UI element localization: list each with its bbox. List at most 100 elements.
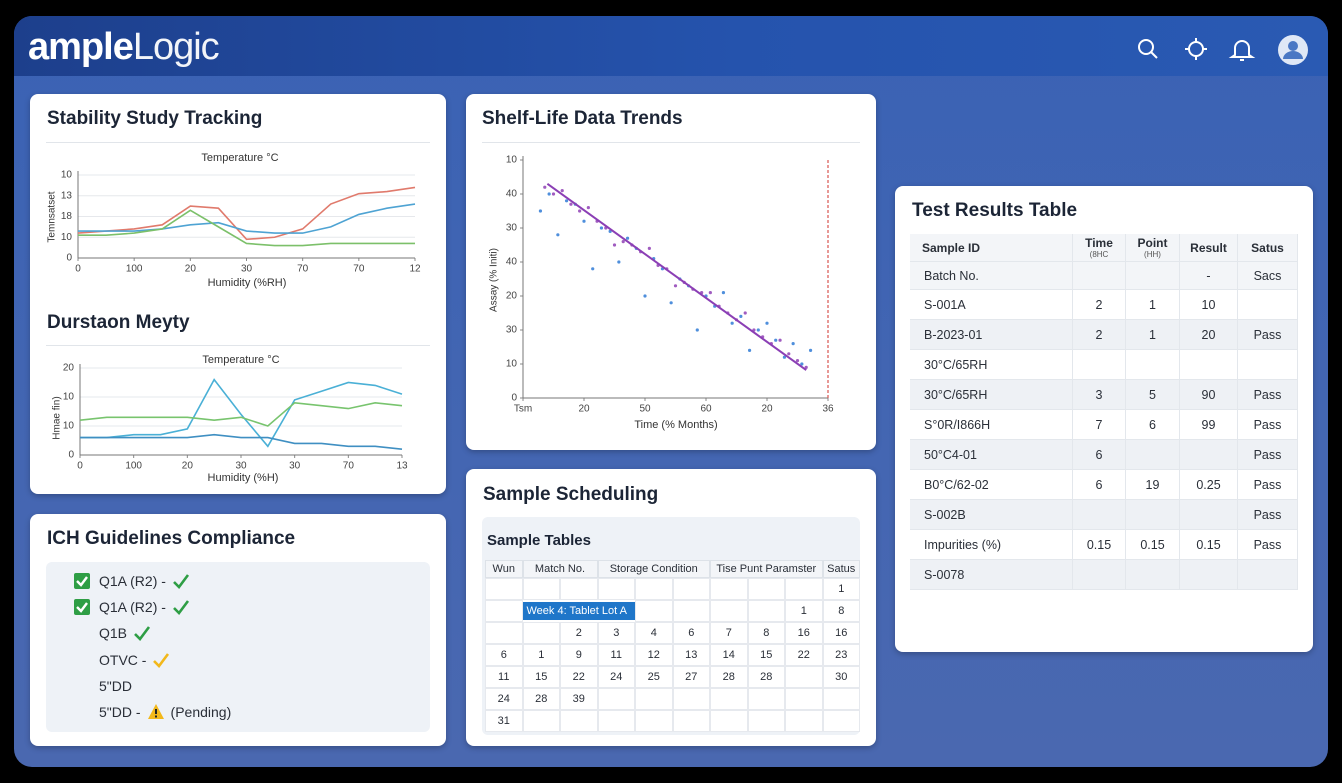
calendar-cell [785, 578, 823, 600]
table-cell: Sacs [1238, 262, 1298, 290]
table-cell: - [1180, 262, 1238, 290]
table-cell: Pass [1238, 320, 1298, 350]
column-header: Wun [485, 560, 523, 578]
calendar-cell: 4 [635, 622, 673, 644]
table-cell: S-0078 [910, 560, 1073, 590]
calendar-cell [710, 688, 748, 710]
calendar-cell [522, 578, 560, 600]
calendar-cell [710, 578, 748, 600]
table-cell [1180, 560, 1238, 590]
table-cell: Pass [1238, 530, 1298, 560]
table-cell: 6 [1073, 470, 1126, 500]
table-cell: 0.15 [1126, 530, 1180, 560]
calendar-cell: 39 [560, 688, 598, 710]
table-cell: 7 [1073, 410, 1126, 440]
bell-icon[interactable] [1228, 40, 1256, 61]
calendar-cell [710, 600, 748, 622]
table-cell [1180, 440, 1238, 470]
calendar-cell: 6 [672, 622, 710, 644]
user-avatar[interactable] [1278, 35, 1308, 65]
table-cell [1238, 350, 1298, 380]
table-cell [1238, 290, 1298, 320]
ich-item: 5"DD [73, 677, 132, 695]
calendar-cell: 16 [785, 622, 823, 644]
column-header: Match No. [522, 560, 598, 578]
panel-title: Stability Study Tracking [47, 108, 263, 129]
divider [46, 142, 430, 143]
table-cell: 19 [1126, 470, 1180, 500]
table-cell [1126, 262, 1180, 290]
table-cell [1073, 262, 1126, 290]
calendar-cell [522, 622, 560, 644]
checkbox-icon [74, 599, 90, 616]
calendar-cell: 31 [485, 710, 523, 732]
calendar-cell [597, 710, 635, 732]
table-cell: Impurities (%) [910, 530, 1073, 560]
logo-bold: ample [28, 26, 134, 68]
table-cell: Pass [1238, 380, 1298, 410]
event-cell: Week 4: Tablet Lot A [522, 602, 635, 620]
calendar-cell [672, 688, 710, 710]
table-cell: 3 [1073, 380, 1126, 410]
pending-icon [147, 704, 164, 719]
shelf-life-panel [466, 94, 876, 450]
table-cell: Pass [1238, 470, 1298, 500]
column-label: Point [1137, 236, 1168, 250]
table-cell: Pass [1238, 410, 1298, 440]
calendar-cell [485, 622, 523, 644]
panel-title: ICH Guidelines Compliance [47, 528, 296, 549]
calendar-cell: 15 [522, 666, 560, 688]
ich-label: Q1A (R2) - [99, 573, 166, 589]
table-cell: 6 [1073, 440, 1126, 470]
table-cell: 2 [1073, 290, 1126, 320]
calendar-cell: 28 [522, 688, 560, 710]
ich-note: (Pending) [170, 704, 232, 720]
ich-label: 5"DD [99, 677, 132, 694]
divider [482, 142, 860, 143]
calendar-cell [785, 710, 823, 732]
calendar-cell: 24 [485, 688, 523, 710]
calendar-cell: 15 [747, 644, 785, 666]
calendar-cell: 28 [710, 666, 748, 688]
table-cell: 1 [1126, 290, 1180, 320]
calendar-cell: 28 [747, 666, 785, 688]
calendar-cell [710, 710, 748, 732]
table-cell [1180, 350, 1238, 380]
table-cell: B-2023-01 [910, 320, 1073, 350]
calendar-cell [635, 710, 673, 732]
header-icons [1138, 35, 1308, 65]
table-cell: 2 [1073, 320, 1126, 350]
partial-icon [153, 652, 170, 668]
calendar-cell: 24 [597, 666, 635, 688]
calendar-cell [672, 578, 710, 600]
table-cell: 6 [1126, 410, 1180, 440]
column-label: Time [1085, 236, 1113, 250]
pass-icon [172, 574, 189, 589]
calendar-cell: 1 [522, 644, 560, 666]
calendar-cell [560, 710, 598, 732]
calendar-cell [597, 578, 635, 600]
results-table: Sample ID Time (8HC Point (HH) Result Satus Bat… [910, 234, 1298, 590]
column-sublabel: (HH) [1144, 250, 1161, 259]
table-cell: 30°C/65RH [910, 380, 1073, 410]
calendar-cell: 6 [485, 644, 523, 666]
calendar-cell [747, 578, 785, 600]
top-bar [14, 16, 1328, 76]
table-cell: Batch No. [910, 262, 1073, 290]
search-icon[interactable] [1138, 39, 1158, 59]
calendar-cell: 8 [747, 622, 785, 644]
table-cell: 10 [1180, 290, 1238, 320]
panel-title: Shelf-Life Data Trends [482, 108, 683, 129]
calendar-cell: 11 [597, 644, 635, 666]
table-title: Sample Tables [487, 532, 591, 549]
ich-label: OTVC - [99, 651, 147, 668]
logo[interactable]: ampleLogic [28, 26, 220, 69]
schedule-table: Wun Match No. Storage Condition Tise Punt P… [485, 560, 860, 732]
table-cell: 50°C4-01 [910, 440, 1073, 470]
calendar-cell: 22 [785, 644, 823, 666]
divider [46, 345, 430, 346]
ich-item: Q1A (R2) - [73, 572, 196, 590]
target-icon[interactable] [1185, 38, 1207, 60]
calendar-cell: 30 [822, 666, 860, 688]
